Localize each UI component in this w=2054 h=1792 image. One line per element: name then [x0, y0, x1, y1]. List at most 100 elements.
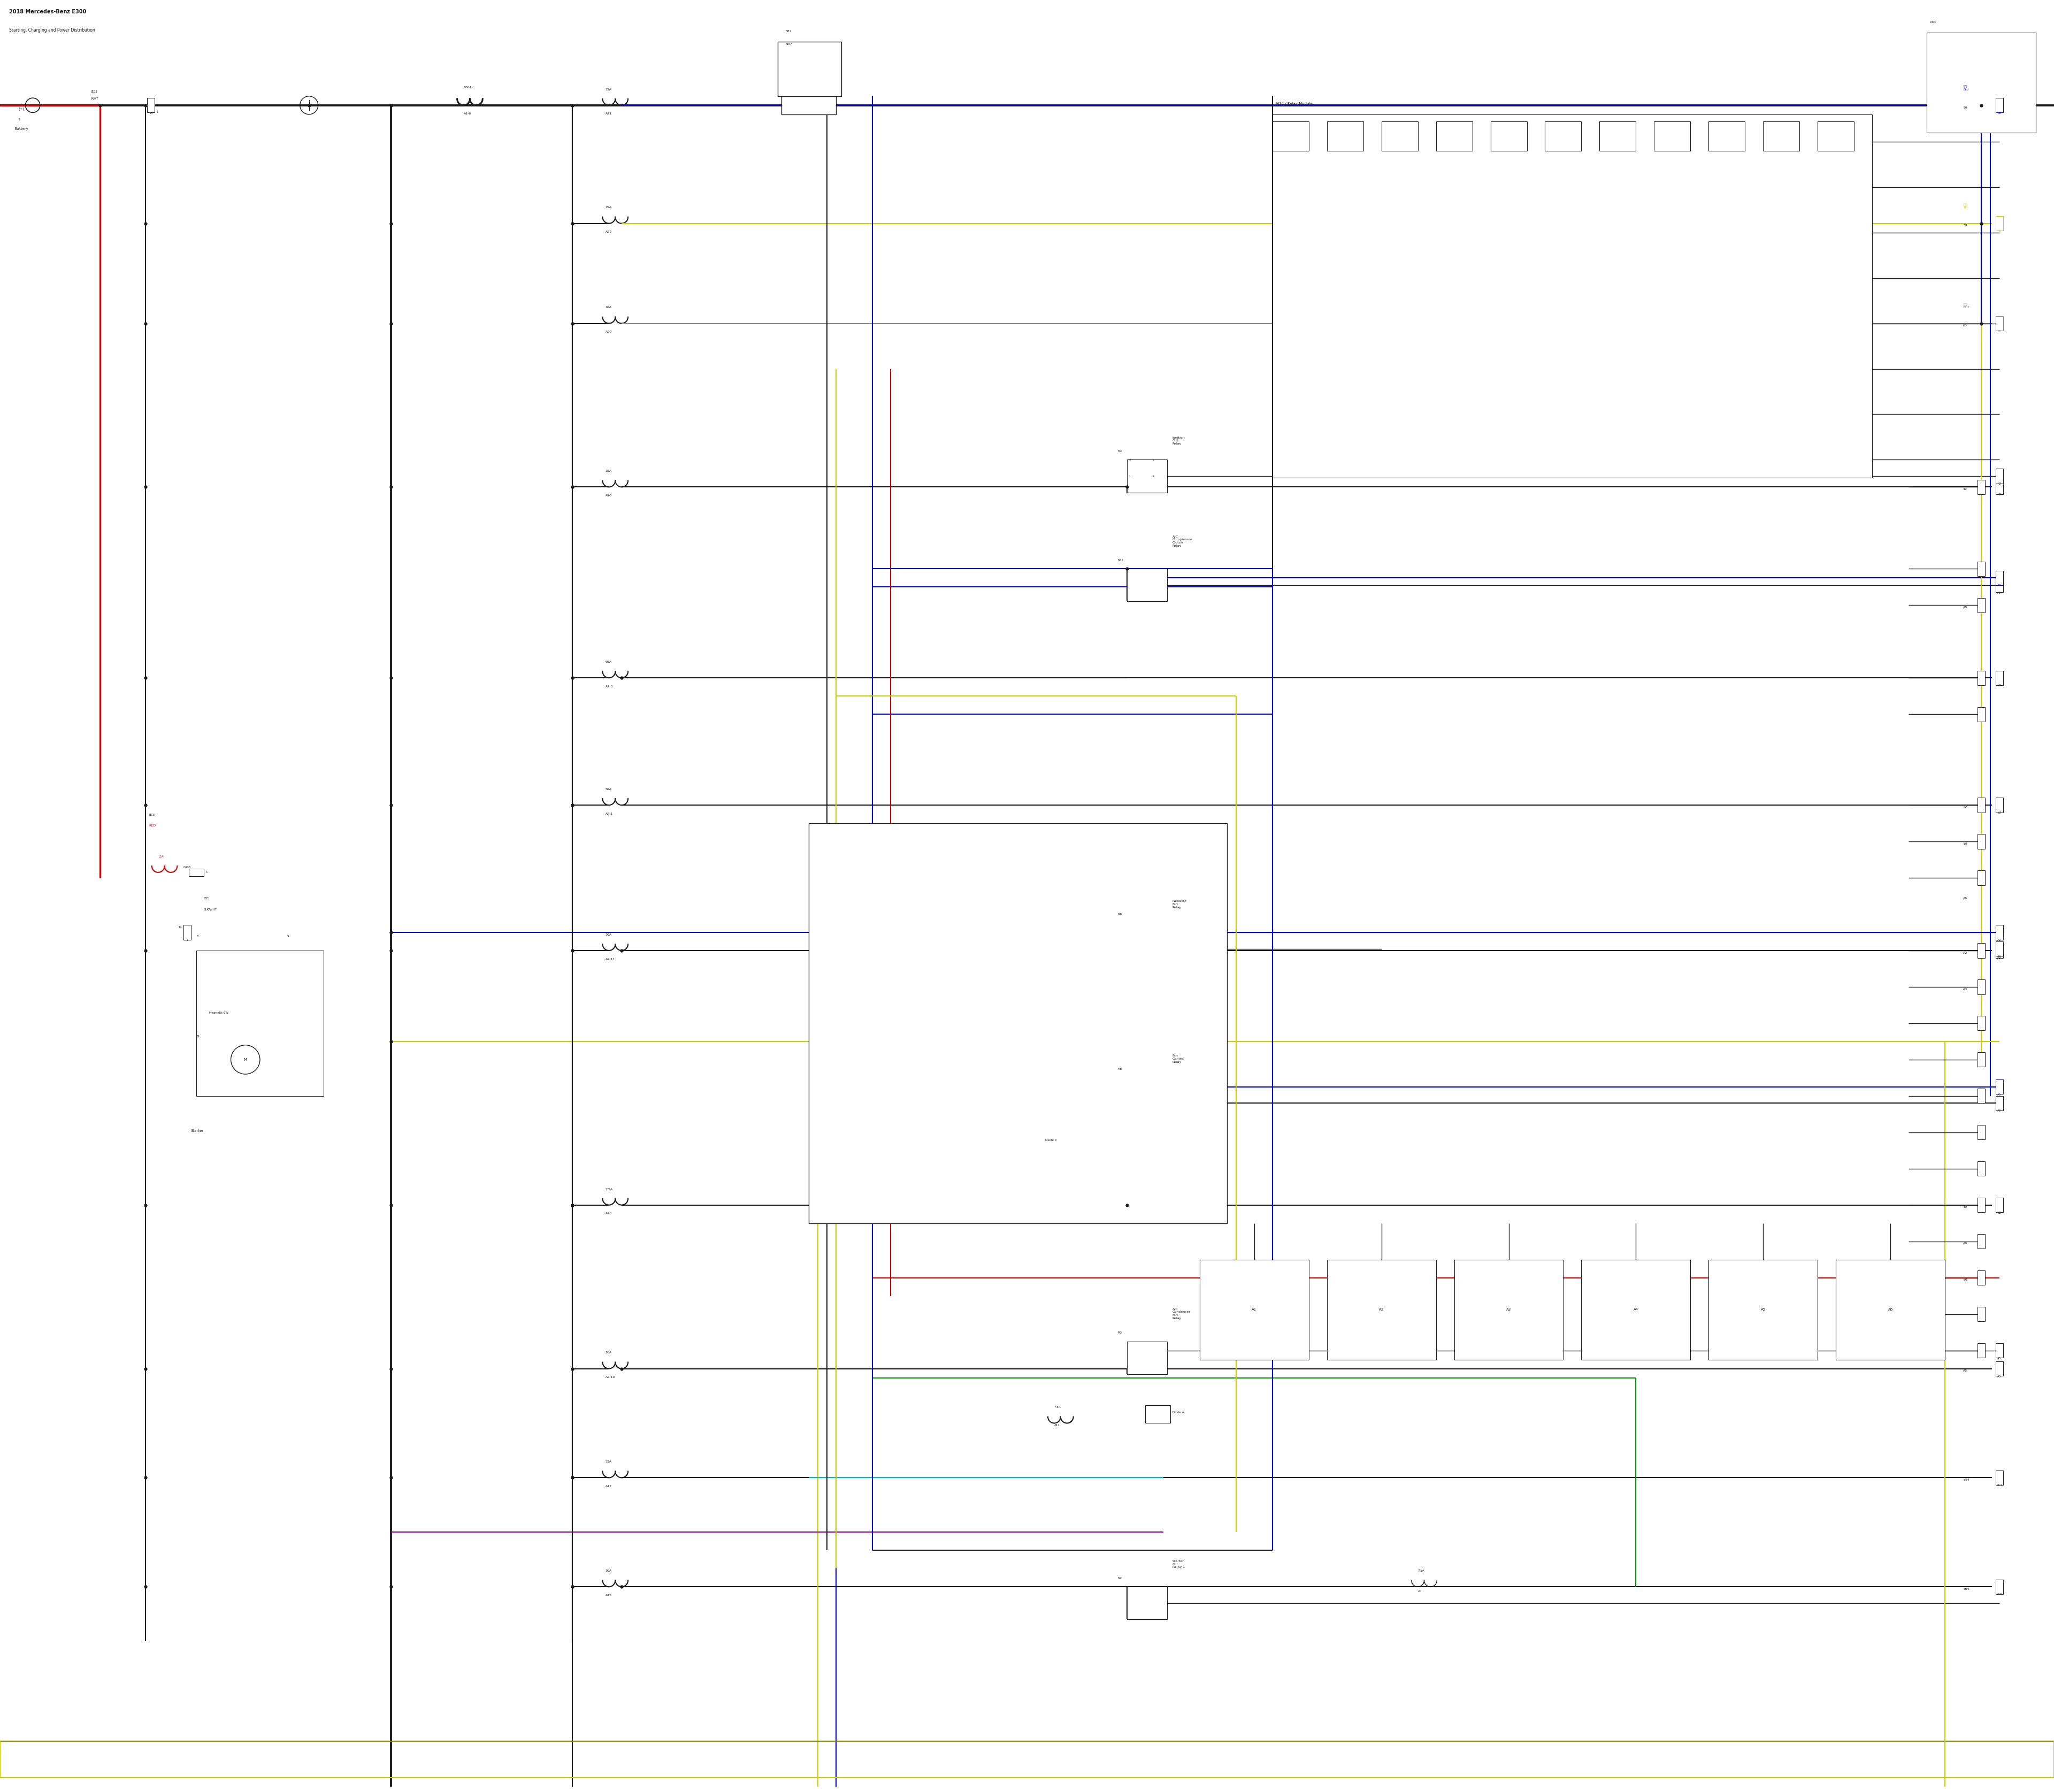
Text: A5: A5 [1964, 1369, 1968, 1373]
Bar [1128, 1342, 1167, 1374]
Text: RED: RED [150, 824, 156, 826]
Bar [1996, 797, 2003, 812]
Text: [E1]: [E1] [150, 814, 156, 815]
Bar [1996, 217, 2003, 231]
Bar [1582, 1260, 1690, 1360]
Text: 42: 42 [1999, 482, 2001, 486]
Bar [1978, 1161, 1984, 1176]
Text: A2-3: A2-3 [606, 685, 612, 688]
Bar [1996, 1362, 2003, 1376]
Bar [1019, 1133, 1043, 1150]
Text: A5: A5 [1999, 1374, 2001, 1378]
Text: b3: b3 [1999, 812, 2001, 814]
Text: 60A: 60A [606, 661, 612, 663]
Text: 7.5A: 7.5A [1417, 1570, 1425, 1572]
Text: [E1]: [E1] [90, 90, 99, 93]
Bar [1996, 925, 2003, 939]
Bar [1996, 1079, 2003, 1095]
Bar [1996, 941, 2003, 955]
Text: N37: N37 [785, 30, 791, 32]
Text: b54: b54 [1996, 1484, 2003, 1487]
Text: 30A: 30A [606, 1570, 612, 1572]
Text: b66: b66 [1964, 1588, 1970, 1590]
Text: Battery: Battery [14, 127, 29, 131]
Text: A5: A5 [1999, 1357, 2001, 1360]
Text: N37: N37 [785, 43, 793, 45]
Bar [1978, 871, 1984, 885]
Text: 60: 60 [1999, 330, 2001, 333]
Text: 10A: 10A [606, 306, 612, 308]
Text: A4: A4 [1417, 1590, 1421, 1593]
Bar [1327, 1260, 1436, 1360]
Text: 7.5A: 7.5A [1054, 1407, 1062, 1409]
Bar [1709, 1260, 1818, 1360]
Text: M: M [244, 1057, 246, 1061]
Text: 20A: 20A [606, 934, 612, 935]
Text: A/C
Compressor
Clutch
Relay: A/C Compressor Clutch Relay [1173, 536, 1193, 547]
Text: A2-10: A2-10 [606, 1376, 614, 1378]
Text: (+): (+) [18, 108, 25, 111]
Text: b66: b66 [1996, 1593, 2003, 1597]
Text: [E]
YEL: [E] YEL [1964, 202, 1968, 210]
Bar [1996, 1579, 2003, 1595]
Bar [1600, 122, 1635, 151]
Text: M9: M9 [1117, 914, 1121, 916]
Text: B2: B2 [1999, 1211, 2001, 1215]
Bar [1836, 1260, 1945, 1360]
Bar [1978, 1016, 1984, 1030]
Text: 60: 60 [1964, 324, 1968, 326]
Text: N14 / Relay Module: N14 / Relay Module [1276, 102, 1313, 106]
Text: 20A: 20A [606, 1351, 612, 1355]
Text: T1: T1 [150, 111, 152, 115]
Text: A11: A11 [1054, 1425, 1060, 1426]
Text: A2-1: A2-1 [606, 812, 612, 815]
Text: A2-11: A2-11 [606, 957, 614, 961]
Bar [1996, 670, 2003, 685]
Bar [189, 869, 203, 876]
Text: 59: 59 [1964, 224, 1968, 228]
Text: Starting, Charging and Power Distribution: Starting, Charging and Power Distributio… [8, 27, 94, 32]
Bar [1545, 122, 1582, 151]
Text: 15A: 15A [158, 855, 164, 858]
Bar [183, 925, 191, 939]
Bar [1128, 1586, 1167, 1620]
Text: A2: A2 [1999, 939, 2001, 941]
Bar [1491, 122, 1526, 151]
Bar [197, 950, 325, 1097]
Text: A6: A6 [1964, 898, 1968, 900]
Text: [E]
WHT: [E] WHT [1964, 303, 1970, 308]
Text: A6: A6 [1888, 1308, 1894, 1312]
Text: BLK/WHT: BLK/WHT [203, 909, 218, 910]
Text: A26: A26 [606, 1213, 612, 1215]
Text: 15A: 15A [606, 470, 612, 473]
Text: M11: M11 [1117, 559, 1124, 561]
Bar [148, 99, 154, 113]
Bar [1978, 1306, 1984, 1321]
Text: Starter: Starter [191, 1129, 203, 1133]
Bar [1978, 835, 1984, 849]
Bar [1978, 1197, 1984, 1213]
Bar [1128, 461, 1167, 493]
Bar [1978, 480, 1984, 495]
Text: 15A: 15A [606, 88, 612, 91]
Text: A3: A3 [1964, 987, 1968, 991]
Text: Diode B: Diode B [1045, 1138, 1056, 1142]
Bar [1978, 980, 1984, 995]
Text: Ignition
Coil
Relay: Ignition Coil Relay [1173, 435, 1185, 444]
Text: b8: b8 [1964, 842, 1968, 846]
Text: A2: A2 [1964, 952, 1968, 953]
Bar [1996, 570, 2003, 586]
Text: A15: A15 [606, 1595, 612, 1597]
Bar [778, 41, 842, 97]
Bar [1996, 577, 2003, 593]
Bar [1382, 122, 1417, 151]
Bar [1978, 797, 1984, 812]
Bar [1128, 923, 1167, 955]
Text: A4: A4 [1999, 955, 2001, 957]
Text: b8: b8 [1964, 1279, 1968, 1281]
Text: A17: A17 [606, 1486, 612, 1487]
Text: A1-6: A1-6 [464, 113, 470, 115]
Text: 7.5A: 7.5A [606, 1188, 612, 1190]
Text: Fan
Control
Relay: Fan Control Relay [1173, 1054, 1185, 1063]
Bar [1978, 1271, 1984, 1285]
